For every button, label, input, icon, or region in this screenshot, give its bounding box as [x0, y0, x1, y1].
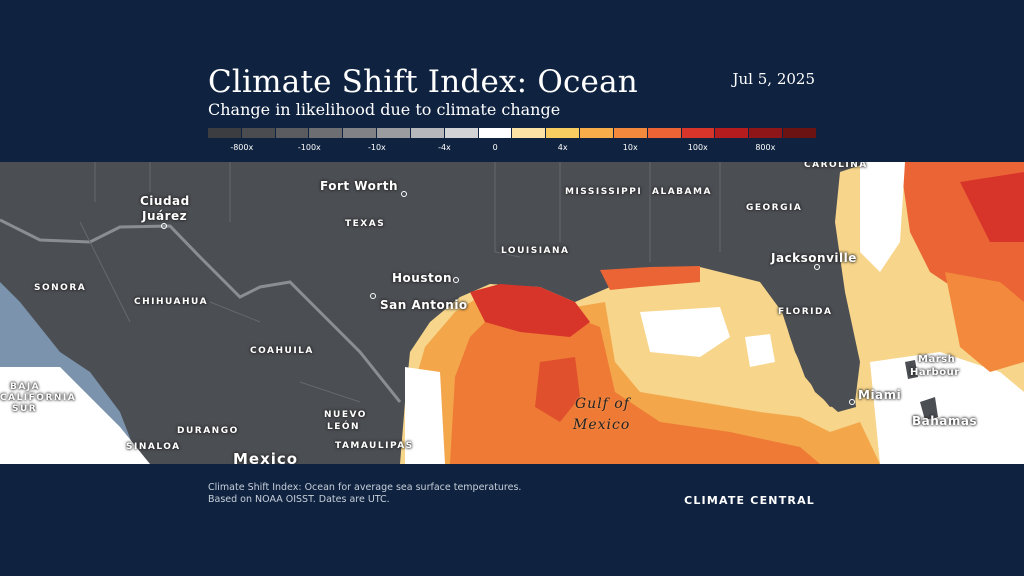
legend-swatch [580, 128, 614, 138]
state-label-baja: BAJA [10, 382, 41, 392]
legend-swatch [208, 128, 242, 138]
city-marker-miami [849, 399, 855, 405]
city-label-juarez: Juárez [142, 209, 188, 223]
legend-swatch [512, 128, 547, 138]
sea-label-mexico: Mexico [573, 417, 631, 433]
legend-swatch [343, 128, 378, 138]
legend-swatch [410, 128, 445, 138]
legend-tick-label: 10x [622, 143, 638, 152]
sea-label-gulf-of: Gulf of [575, 396, 630, 412]
state-label-alabama: ALABAMA [652, 187, 712, 197]
legend-swatch [749, 128, 784, 138]
legend-swatch [783, 128, 816, 138]
legend-tick-label: -800x [230, 143, 254, 152]
state-label-texas: TEXAS [345, 219, 386, 229]
city-label-san-antonio: San Antonio [380, 298, 468, 312]
state-label-sonora: SONORA [34, 283, 87, 293]
color-scale-ticks: -800x -100x -10x -4x 0 4x 10x 100x 800x [208, 143, 816, 157]
legend-swatch [681, 128, 716, 138]
page-subtitle: Change in likelihood due to climate chan… [208, 100, 561, 119]
city-label-harbour: Harbour [910, 367, 960, 378]
city-marker-san-antonio [370, 293, 376, 299]
legend-swatch [444, 128, 479, 138]
map[interactable]: Ciudad Juárez Fort Worth Houston San Ant… [0, 162, 1024, 464]
state-label-sinaloa: SINALOA [126, 442, 181, 452]
brand-name: CLIMATE CENTRAL [684, 494, 815, 507]
page-title: Climate Shift Index: Ocean [208, 64, 638, 100]
date-label: Jul 5, 2025 [732, 70, 816, 88]
legend-swatch [377, 128, 411, 138]
state-label-sur: SUR [12, 404, 38, 414]
state-label-florida: FLORIDA [778, 307, 833, 317]
legend-swatch [309, 128, 344, 138]
legend-tick-label: -10x [367, 143, 386, 152]
state-label-chihuahua: CHIHUAHUA [134, 297, 209, 307]
city-marker-ciudad-juarez [161, 223, 167, 229]
state-label-leon: LEÓN [327, 422, 361, 432]
legend-swatch [613, 128, 648, 138]
city-label-jacksonville: Jacksonville [771, 251, 857, 265]
legend-swatch [241, 128, 276, 138]
map-canvas [0, 162, 1024, 464]
city-label-bahamas: Bahamas [912, 414, 978, 428]
brand-logo: CLIMATE CENTRAL [684, 494, 815, 507]
state-label-mississippi: MISSISSIPPI [565, 187, 643, 197]
city-label-fort-worth: Fort Worth [320, 179, 399, 193]
state-label-california: CALIFORNIA [0, 393, 77, 403]
state-label-tamaulipas: TAMAULIPAS [335, 441, 414, 451]
legend-swatch [478, 128, 513, 138]
city-marker-houston [453, 277, 459, 283]
header: Climate Shift Index: Ocean Change in lik… [0, 0, 1024, 162]
legend-swatch [715, 128, 750, 138]
country-label-mexico: Mexico [233, 450, 299, 464]
city-marker-jacksonville [814, 264, 820, 270]
state-label-louisiana: LOUISIANA [501, 246, 570, 256]
footnote-line-1: Climate Shift Index: Ocean for average s… [208, 482, 522, 493]
footer: Climate Shift Index: Ocean for average s… [0, 464, 1024, 576]
footnote-line-2: Based on NOAA OISST. Dates are UTC. [208, 494, 390, 505]
footnote: Climate Shift Index: Ocean for average s… [208, 482, 521, 506]
city-label-houston: Houston [392, 271, 452, 285]
legend-swatch [546, 128, 581, 138]
legend-tick-label: 100x [687, 143, 708, 152]
state-label-nuevo: NUEVO [324, 410, 367, 420]
city-label-ciudad: Ciudad [140, 194, 190, 208]
legend-swatch [275, 128, 310, 138]
legend-tick-label: 800x [755, 143, 776, 152]
state-label-georgia: GEORGIA [746, 203, 803, 213]
city-label-marsh: Marsh [918, 354, 956, 365]
state-label-durango: DURANGO [177, 426, 239, 436]
legend-tick-label: 4x [557, 143, 568, 152]
legend-tick-label: -4x [438, 143, 451, 152]
city-marker-fort-worth [401, 191, 407, 197]
state-label-coahuila: COAHUILA [250, 346, 314, 356]
legend-swatch [647, 128, 682, 138]
color-scale-legend [208, 128, 816, 138]
city-label-miami: Miami [858, 388, 902, 402]
legend-tick-label: 0 [492, 143, 498, 152]
state-label-carolina: CAROLINA [804, 162, 868, 170]
legend-tick-label: -100x [297, 143, 321, 152]
